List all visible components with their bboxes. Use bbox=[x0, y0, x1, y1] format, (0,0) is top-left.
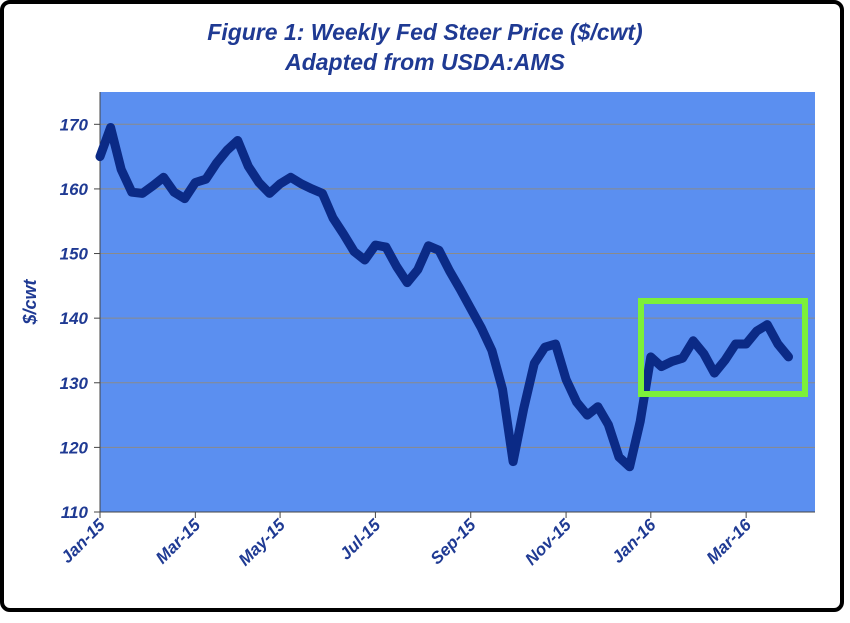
y-tick-label: 140 bbox=[60, 309, 89, 328]
line-series bbox=[95, 123, 793, 472]
y-tick-label: 120 bbox=[60, 438, 89, 457]
y-tick-label: 130 bbox=[60, 374, 89, 393]
y-tick-label: 150 bbox=[60, 245, 89, 264]
y-tick-label: 170 bbox=[60, 115, 89, 134]
y-tick-label: 110 bbox=[61, 503, 89, 522]
chart-subtitle: Adapted from USDA:AMS bbox=[284, 49, 565, 75]
highlight-box bbox=[638, 298, 808, 397]
y-tick-label: 160 bbox=[60, 180, 89, 199]
chart-title: Figure 1: Weekly Fed Steer Price ($/cwt) bbox=[207, 19, 642, 45]
y-axis-label: $/cwt bbox=[20, 278, 40, 325]
